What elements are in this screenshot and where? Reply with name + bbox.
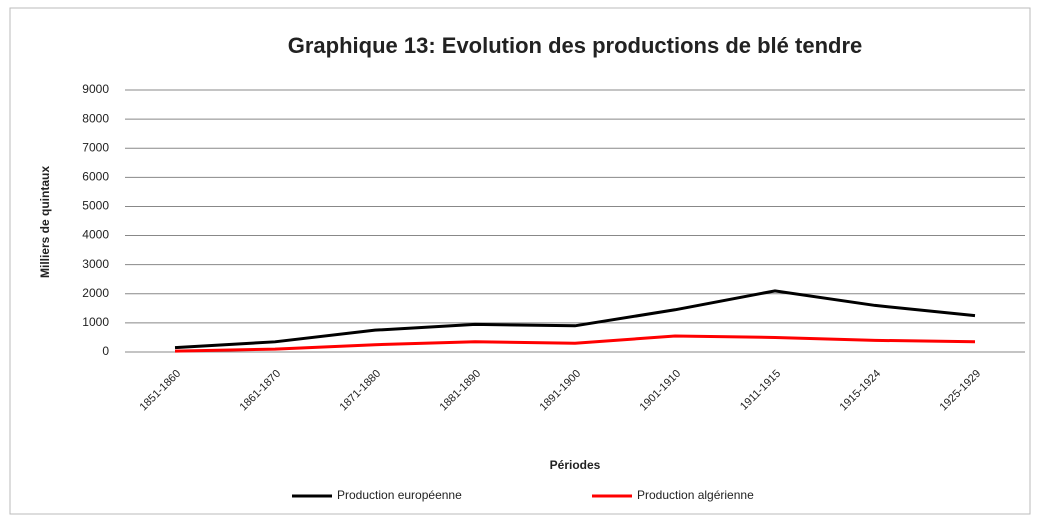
series-line <box>174 289 976 350</box>
y-tick-label: 9000 <box>82 82 109 96</box>
x-axis-label: Périodes <box>550 458 601 472</box>
y-axis-label: Milliers de quintaux <box>38 166 52 278</box>
y-tick-label: 1000 <box>82 315 109 329</box>
y-tick-label: 5000 <box>82 199 109 213</box>
y-tick-label: 0 <box>102 344 109 358</box>
chart-border <box>9 7 1031 515</box>
y-tick-label: 7000 <box>82 140 109 154</box>
y-tick-label: 3000 <box>82 257 109 271</box>
y-tick-label: 2000 <box>82 286 109 300</box>
y-tick-label: 4000 <box>82 228 109 242</box>
y-tick-label: 8000 <box>82 111 109 125</box>
legend-label: Production algérienne <box>637 488 754 502</box>
legend-label: Production européenne <box>337 488 462 502</box>
chart-title: Graphique 13: Evolution des productions … <box>288 33 863 58</box>
y-tick-label: 6000 <box>82 170 109 184</box>
series-line <box>174 334 976 353</box>
